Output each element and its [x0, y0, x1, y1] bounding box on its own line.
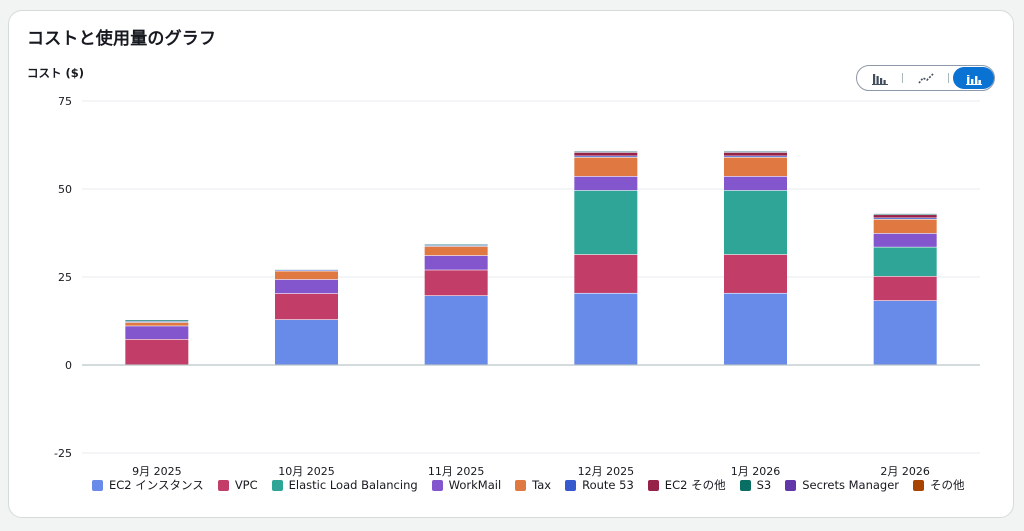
- chart-type-toggle: [856, 65, 995, 91]
- bar-segment[interactable]: [125, 320, 189, 322]
- bar-chart-icon: [872, 74, 888, 85]
- bar-segment[interactable]: [574, 152, 638, 156]
- legend-item[interactable]: EC2 インスタンス: [92, 477, 204, 493]
- bar-segment[interactable]: [724, 254, 787, 293]
- stacked-bar-chart-icon: [965, 75, 982, 85]
- bar-segment[interactable]: [125, 339, 189, 365]
- bar-segment[interactable]: [873, 233, 937, 247]
- legend-label: EC2 インスタンス: [109, 478, 204, 492]
- legend-label: Elastic Load Balancing: [288, 478, 418, 492]
- bar-segment[interactable]: [275, 271, 338, 280]
- legend-swatch: [739, 479, 751, 491]
- bar-segment[interactable]: [724, 293, 787, 365]
- x-tick-label: 9月 2025: [132, 465, 182, 478]
- legend-swatch: [431, 479, 443, 491]
- y-tick-label: -25: [54, 447, 72, 460]
- legend-label: その他: [930, 478, 965, 492]
- bar-segment[interactable]: [275, 279, 338, 294]
- chart-legend: EC2 インスタンス VPC Elastic Load Balancing WorkM…: [92, 476, 979, 494]
- legend-swatch: [785, 479, 797, 491]
- bar-segment[interactable]: [873, 247, 937, 277]
- bar-segment[interactable]: [574, 254, 638, 293]
- y-tick-label: 75: [58, 95, 72, 108]
- legend-item[interactable]: Secrets Manager: [785, 478, 899, 492]
- bar-segment[interactable]: [275, 293, 338, 320]
- bar-segment[interactable]: [724, 176, 787, 191]
- y-axis-title: コスト ($): [27, 66, 85, 80]
- bar-segment[interactable]: [724, 152, 787, 156]
- bar-chart-toggle-button[interactable]: [857, 67, 903, 89]
- legend-item[interactable]: WorkMail: [431, 478, 502, 492]
- legend-item[interactable]: Route 53: [565, 478, 634, 492]
- legend-item[interactable]: VPC: [217, 478, 258, 492]
- legend-label: Tax: [532, 478, 552, 492]
- stacked-bar-chart-toggle-button[interactable]: [953, 67, 994, 89]
- legend-item[interactable]: S3: [739, 478, 772, 492]
- bar-segment[interactable]: [873, 215, 937, 218]
- bar-segment[interactable]: [574, 293, 638, 365]
- legend-label: S3: [756, 478, 772, 492]
- y-tick-label: 25: [58, 271, 72, 284]
- bar-segment[interactable]: [424, 255, 488, 270]
- legend-swatch: [271, 479, 283, 491]
- bar-segment[interactable]: [574, 157, 638, 177]
- legend-label: WorkMail: [448, 478, 502, 492]
- legend-item[interactable]: EC2 その他: [647, 477, 726, 493]
- bar-segment[interactable]: [125, 326, 189, 340]
- legend-label: VPC: [234, 478, 258, 492]
- x-tick-label: 2月 2026: [880, 465, 930, 478]
- bar-segment[interactable]: [574, 190, 638, 255]
- bar-segment[interactable]: [574, 156, 638, 158]
- legend-label: EC2 その他: [664, 478, 726, 492]
- legend-item[interactable]: その他: [913, 477, 965, 493]
- legend-item[interactable]: Tax: [515, 478, 551, 492]
- y-tick-label: 50: [58, 183, 72, 196]
- legend-swatch: [217, 479, 229, 491]
- bar-segment[interactable]: [724, 156, 787, 158]
- bar-segment[interactable]: [125, 322, 189, 326]
- legend-swatch: [647, 479, 659, 491]
- bar-segment[interactable]: [275, 319, 338, 365]
- card-title: コストと使用量のグラフ: [27, 29, 217, 49]
- cost-usage-chart-card: コストと使用量のグラフ コスト ($): [8, 10, 1014, 518]
- x-tick-label: 11月 2025: [428, 465, 485, 478]
- legend-swatch: [913, 479, 925, 491]
- bar-segment[interactable]: [873, 300, 937, 365]
- bar-segment[interactable]: [724, 157, 787, 177]
- bar-segment[interactable]: [873, 276, 937, 301]
- x-tick-label: 10月 2025: [278, 465, 335, 478]
- legend-label: Secrets Manager: [802, 478, 900, 492]
- legend-swatch: [565, 479, 577, 491]
- bar-segment[interactable]: [574, 176, 638, 191]
- bar-segment[interactable]: [873, 219, 937, 234]
- legend-item[interactable]: Elastic Load Balancing: [271, 478, 418, 492]
- y-tick-label: 0: [65, 359, 72, 372]
- bar-segment[interactable]: [873, 218, 937, 220]
- bar-segment[interactable]: [424, 246, 488, 256]
- bar-segment[interactable]: [424, 296, 488, 365]
- line-chart-icon: [918, 73, 934, 84]
- bar-segment[interactable]: [424, 270, 488, 296]
- bar-segment[interactable]: [724, 190, 787, 255]
- legend-label: Route 53: [582, 478, 634, 492]
- line-chart-toggle-button[interactable]: [903, 67, 949, 89]
- legend-swatch: [515, 479, 527, 491]
- legend-swatch: [92, 479, 103, 491]
- x-tick-label: 1月 2026: [731, 465, 781, 478]
- x-tick-label: 12月 2025: [578, 465, 635, 478]
